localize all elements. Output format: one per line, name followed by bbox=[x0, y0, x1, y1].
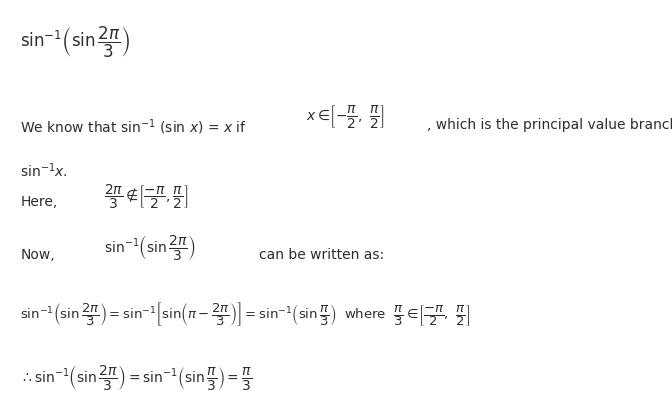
Text: $\sin^{-1}\!\left(\sin\dfrac{2\pi}{3}\right)$: $\sin^{-1}\!\left(\sin\dfrac{2\pi}{3}\ri… bbox=[104, 233, 196, 262]
Text: $\mathrm{sin}^{-1}x$.: $\mathrm{sin}^{-1}x$. bbox=[20, 162, 68, 180]
Text: , which is the principal value branch of: , which is the principal value branch of bbox=[427, 118, 672, 131]
Text: $x\in\!\left[-\dfrac{\pi}{2},\ \dfrac{\pi}{2}\right]$: $x\in\!\left[-\dfrac{\pi}{2},\ \dfrac{\p… bbox=[306, 103, 384, 130]
Text: We know that $\mathrm{sin}^{-1}$ (sin $x$) = $x$ if: We know that $\mathrm{sin}^{-1}$ (sin $x… bbox=[20, 118, 247, 137]
Text: Now,: Now, bbox=[20, 248, 55, 262]
Text: can be written as:: can be written as: bbox=[259, 248, 384, 262]
Text: $\sin^{-1}\!\left(\sin\dfrac{2\pi}{3}\right)=\sin^{-1}\!\left[\sin\!\left(\pi-\d: $\sin^{-1}\!\left(\sin\dfrac{2\pi}{3}\ri… bbox=[20, 300, 470, 328]
Text: $\sin^{-1}\!\left(\sin\dfrac{2\pi}{3}\right)$: $\sin^{-1}\!\left(\sin\dfrac{2\pi}{3}\ri… bbox=[20, 25, 130, 60]
Text: $\therefore\sin^{-1}\!\left(\sin\dfrac{2\pi}{3}\right)=\sin^{-1}\!\left(\sin\dfr: $\therefore\sin^{-1}\!\left(\sin\dfrac{2… bbox=[20, 363, 252, 392]
Text: $\dfrac{2\pi}{3}\notin\!\left[\dfrac{-\pi}{2},\dfrac{\pi}{2}\right]$: $\dfrac{2\pi}{3}\notin\!\left[\dfrac{-\p… bbox=[104, 183, 188, 211]
Text: Here,: Here, bbox=[20, 195, 57, 209]
